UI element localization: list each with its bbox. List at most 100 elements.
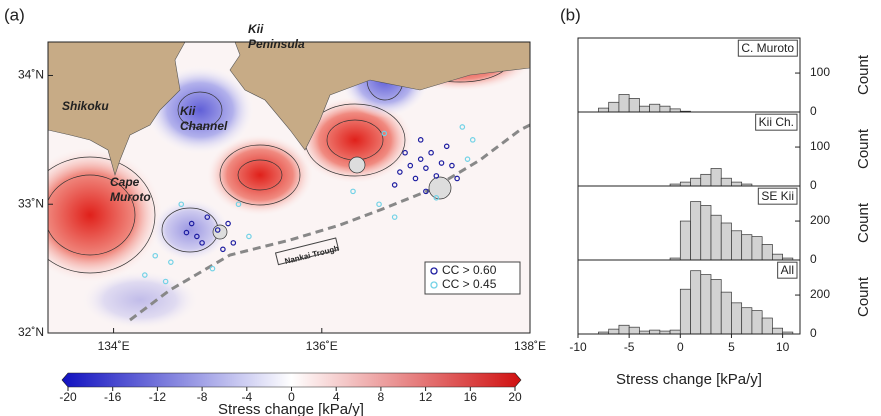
colorbar [61, 372, 522, 388]
y-tick-label: 33˚N [18, 196, 44, 210]
event-point [417, 137, 424, 143]
bar [649, 103, 661, 113]
panel-name: All [781, 263, 794, 277]
colorbar-tick-label: 4 [333, 390, 340, 404]
x-tick-label: 0 [677, 340, 684, 354]
place-label: Peninsula [248, 37, 305, 51]
panel-name: C. Muroto [741, 41, 794, 55]
bar [618, 324, 630, 335]
bar [639, 105, 650, 113]
event-point [246, 233, 252, 240]
colorbar-tick-label: 16 [464, 390, 478, 404]
event-point [454, 175, 460, 182]
x-tick-label: 10 [776, 340, 790, 354]
bar [741, 234, 753, 261]
y-tick-label: 200 [810, 287, 830, 301]
event-point [402, 149, 408, 156]
bar [659, 105, 671, 113]
bar [628, 326, 640, 335]
place-label: Cape [110, 175, 140, 189]
x-tick-label: 5 [728, 340, 735, 354]
bar [772, 327, 783, 335]
place-label: Channel [180, 119, 228, 133]
bar [720, 291, 732, 335]
event-point [178, 201, 185, 208]
y-axis-label: Count [855, 128, 872, 169]
event-point [183, 229, 190, 236]
colorbar-tick-label: 12 [419, 390, 433, 404]
panel-name-box [737, 39, 798, 57]
colorbar-tick-label: 8 [378, 390, 385, 404]
event-point [220, 246, 226, 253]
bar [690, 177, 702, 187]
event-point [391, 214, 398, 220]
bar [608, 101, 620, 113]
y-tick-label: 0 [810, 178, 817, 192]
event-point [438, 160, 445, 166]
y-axis-label: Count [855, 276, 872, 317]
y-tick-label: 100 [810, 65, 830, 79]
bar [761, 244, 773, 261]
bar [741, 307, 753, 335]
panel-name-box [757, 187, 798, 205]
event-point [433, 173, 440, 179]
map-field [48, 42, 530, 333]
event-point [230, 240, 237, 246]
map-frame [47, 41, 531, 334]
event-point [391, 182, 398, 188]
y-axis-label: Count [855, 202, 872, 243]
place-label: Kii [248, 22, 264, 36]
event-point [209, 265, 216, 272]
colorbar-tick-label: -20 [59, 390, 77, 404]
colorbar-tick-label: 0 [288, 390, 295, 404]
bar [679, 220, 691, 261]
event-point [188, 220, 195, 227]
y-tick-label: 34˚N [18, 68, 44, 82]
panel-name: Kii Ch. [759, 115, 794, 129]
bar [700, 274, 712, 335]
legend-marker [430, 281, 438, 289]
event-point [469, 137, 476, 143]
bar [751, 236, 763, 261]
event-point [162, 278, 169, 285]
bar [679, 181, 691, 187]
bar [669, 329, 681, 335]
event-point [449, 162, 455, 169]
y-tick-label: 0 [810, 326, 817, 340]
bar [731, 181, 743, 187]
bar [761, 317, 773, 335]
event-point [407, 162, 414, 169]
event-point [152, 252, 159, 259]
bar [772, 253, 783, 261]
legend-box [424, 261, 521, 295]
bar [700, 205, 712, 261]
event-point [428, 149, 434, 156]
event-point [194, 233, 200, 240]
bar [720, 177, 732, 187]
bar [731, 302, 743, 335]
panel-frame [577, 259, 801, 335]
event-point [350, 188, 356, 195]
event-point [423, 188, 429, 195]
x-axis-label: Stress change [kPa/y] [616, 371, 762, 388]
colorbar-tick-label: -12 [149, 390, 167, 404]
colorbar-label: Stress change [kPa/y] [218, 401, 364, 416]
bar [751, 310, 763, 335]
event-point [225, 220, 231, 227]
event-point [397, 169, 403, 175]
event-point [168, 259, 174, 265]
bar [690, 201, 702, 261]
bar [710, 279, 722, 335]
event-point [417, 156, 424, 162]
bar [690, 270, 702, 335]
bar [628, 98, 640, 113]
colorbar-tick-label: -8 [197, 390, 208, 404]
event-point [204, 214, 211, 220]
x-tick-label: -10 [569, 340, 587, 354]
panel-name-box [777, 261, 798, 279]
place-label: Shikoku [62, 99, 109, 113]
x-tick-label: 138˚E [514, 339, 546, 353]
bar [720, 222, 732, 261]
event-point [423, 165, 429, 171]
